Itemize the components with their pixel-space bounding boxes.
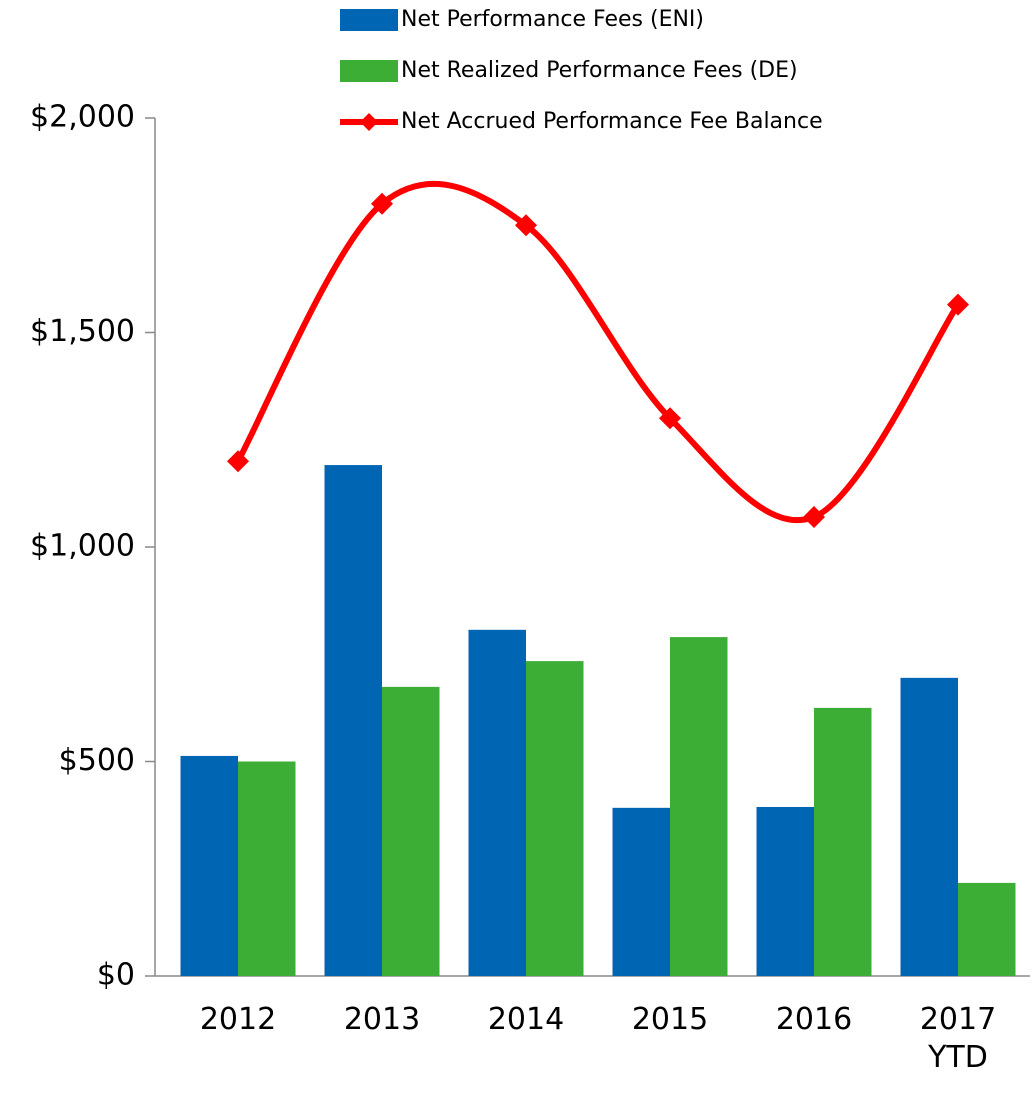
- x-tick-label: 2012: [199, 1002, 277, 1037]
- marker: [371, 192, 393, 215]
- bar: [612, 807, 670, 976]
- y-tick-label: $1,000: [30, 529, 135, 564]
- bar: [526, 661, 584, 976]
- bar: [238, 761, 296, 976]
- legend-marker: [360, 113, 378, 131]
- x-tick-label: 2013: [343, 1002, 421, 1037]
- y-tick-label: $500: [59, 743, 135, 778]
- bar: [670, 637, 728, 976]
- bar: [324, 465, 382, 976]
- bar: [382, 686, 440, 976]
- bar: [756, 806, 814, 976]
- y-tick-label: $1,500: [30, 314, 135, 349]
- marker: [659, 407, 681, 430]
- bar: [958, 882, 1016, 976]
- x-tick-label: 2014: [487, 1002, 565, 1037]
- legend-label: Net Accrued Performance Fee Balance: [401, 109, 823, 134]
- x-tick-label: 2016: [775, 1002, 853, 1037]
- legend-label: Net Performance Fees (ENI): [401, 7, 704, 32]
- bar: [468, 629, 526, 976]
- bar: [814, 707, 872, 976]
- marker: [515, 214, 537, 237]
- bar: [900, 677, 958, 976]
- bar: [180, 755, 238, 976]
- marker: [803, 505, 825, 528]
- marker: [947, 293, 969, 316]
- x-tick-label: 2015: [631, 1002, 709, 1037]
- legend-swatch: [340, 9, 398, 31]
- line: [235, 180, 961, 524]
- y-tick-label: $0: [97, 958, 135, 993]
- y-tick-label: $2,000: [30, 100, 135, 135]
- legend-swatch: [340, 60, 398, 82]
- marker: [227, 450, 249, 473]
- x-tick-label: 2017 YTD: [919, 1002, 997, 1075]
- legend-label: Net Realized Performance Fees (DE): [401, 58, 798, 83]
